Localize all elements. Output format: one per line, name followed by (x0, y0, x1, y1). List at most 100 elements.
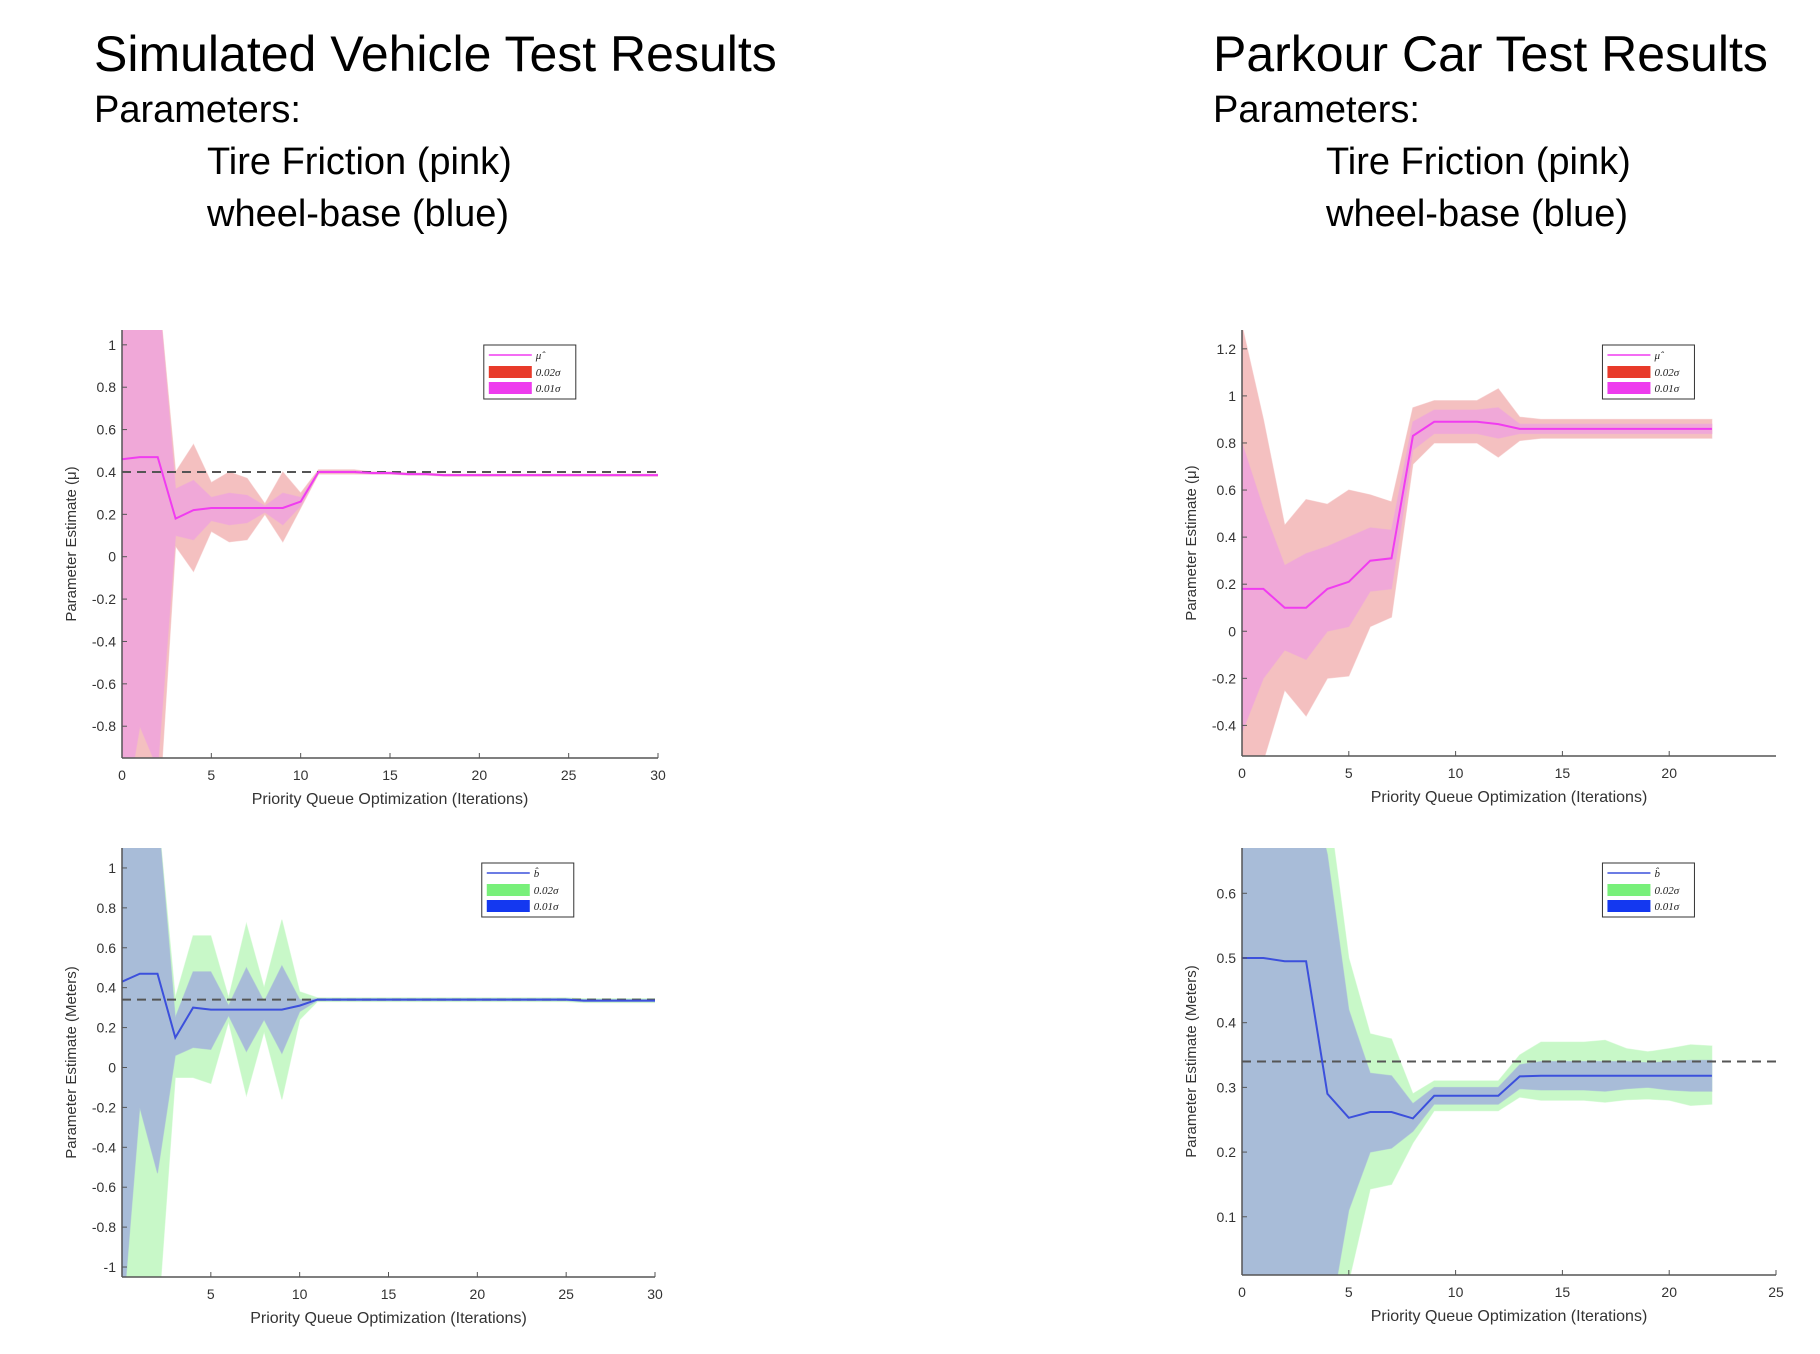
y-tick-label: -0.8 (92, 718, 116, 734)
legend-label: 0.01σ (534, 901, 559, 913)
mean-line (122, 972, 655, 1041)
legend: μ̂ 0.02σ 0.01σ (483, 344, 577, 400)
plot-area (122, 330, 658, 758)
y-tick-label: 0 (108, 549, 116, 565)
inner-band (1242, 848, 1713, 1275)
y-tick-label: -1 (104, 1259, 117, 1275)
right-subtitle: Parameters: (1213, 89, 1420, 131)
chart-sim-wheelbase: -1-0.8-0.6-0.4-0.200.20.40.60.815 10 15 20 2… (63, 848, 663, 1327)
legend-label: b̂ (534, 867, 540, 880)
inner-band (122, 330, 658, 758)
y-axis-label: Parameter Estimate (Meters) (63, 966, 80, 1159)
y-tick-label: -0.4 (1212, 717, 1236, 733)
x-tick-label: 10 (292, 1286, 308, 1302)
x-tick-label: 15 (381, 1286, 397, 1302)
y-tick-label: -0.4 (92, 1139, 116, 1155)
x-tick-label: 25 (558, 1286, 574, 1302)
x-tick-label: 10 (293, 767, 309, 783)
y-tick-label: 0.4 (1217, 1015, 1237, 1031)
mean-line (122, 456, 658, 521)
y-tick-label: 0.5 (1217, 950, 1237, 966)
legend-swatch-outer (488, 366, 532, 378)
y-tick-label: 0.2 (1217, 576, 1237, 592)
x-tick-label: 0 (1238, 765, 1246, 781)
mean-line (1242, 957, 1712, 1120)
x-tick-label: 5 (1345, 1284, 1353, 1300)
x-tick-label: 30 (650, 767, 666, 783)
y-tick-label: 0.1 (1217, 1209, 1237, 1225)
inner-band (1242, 407, 1713, 733)
y-axis-label: Parameter Estimate (μ) (1183, 465, 1200, 620)
left-heading: Simulated Vehicle Test Results Parameter… (94, 0, 777, 240)
legend-swatch-inner (486, 900, 530, 912)
x-tick-label: 20 (472, 767, 488, 783)
y-tick-label: 0.6 (97, 422, 117, 438)
legend-label: μ̂ (1653, 350, 1665, 362)
x-tick-label: 20 (1661, 765, 1677, 781)
legend-swatch-inner (1607, 382, 1651, 394)
legend-swatch-inner (488, 382, 532, 394)
y-tick-label: 1 (108, 860, 116, 876)
x-tick-label: 0 (118, 767, 126, 783)
left-param-wheelbase: wheel-base (blue) (207, 193, 510, 235)
x-tick-label: 25 (561, 767, 577, 783)
y-tick-label: 0.6 (1217, 885, 1237, 901)
legend-label: 0.01σ (1654, 901, 1679, 913)
y-tick-label: 0.8 (97, 900, 117, 916)
right-heading: Parkour Car Test Results Parameters: Tir… (1213, 0, 1768, 240)
legend: μ̂ 0.02σ 0.01σ (1601, 344, 1695, 400)
x-axis-label: Priority Queue Optimization (Iterations) (1371, 1308, 1648, 1325)
outer-band (122, 848, 655, 1277)
y-tick-label: 0.8 (97, 379, 117, 395)
y-tick-label: 0.6 (97, 940, 117, 956)
chart-sim-friction: -0.8-0.6-0.4-0.200.20.40.60.810 5 10 15 20 25… (63, 330, 666, 808)
x-tick-label: 10 (1448, 1284, 1464, 1300)
x-tick-label: 5 (207, 767, 215, 783)
y-tick-label: 0.2 (97, 1020, 117, 1036)
legend-label: 0.02σ (1654, 885, 1679, 897)
y-axis-label: Parameter Estimate (μ) (63, 466, 80, 621)
left-param-friction: Tire Friction (pink) (207, 141, 512, 183)
x-axis-label: Priority Queue Optimization (Iterations) (1371, 789, 1648, 806)
x-axis-label: Priority Queue Optimization (Iterations) (250, 1310, 527, 1327)
chart-park-wheelbase: 0.1 0.2 0.3 0.4 0.5 0.6 0 5 10 15 20 25 Priority Que… (1183, 848, 1784, 1325)
y-tick-label: -0.6 (92, 1179, 116, 1195)
legend-swatch-inner (1607, 900, 1651, 912)
x-tick-label: 15 (382, 767, 398, 783)
x-tick-label: 10 (1448, 765, 1464, 781)
legend-label: 0.02σ (536, 367, 561, 379)
left-subtitle: Parameters: (94, 89, 301, 131)
outer-band (1242, 330, 1713, 756)
right-param-wheelbase: wheel-base (blue) (1326, 193, 1629, 235)
plot-area (1242, 848, 1776, 1275)
y-tick-label: 0.4 (97, 464, 117, 480)
y-tick-label: 1 (108, 337, 116, 353)
legend-label: 0.01σ (1654, 383, 1679, 395)
y-tick-label: 0 (108, 1059, 116, 1075)
y-tick-label: -0.4 (92, 633, 116, 649)
y-tick-label: 0.8 (1217, 435, 1237, 451)
y-tick-label: -0.2 (92, 1099, 116, 1115)
legend-label: μ̂ (535, 350, 547, 362)
y-tick-label: -0.2 (92, 591, 116, 607)
x-tick-label: 30 (647, 1286, 663, 1302)
x-tick-label: 5 (1345, 765, 1353, 781)
y-tick-label: 0 (1228, 623, 1236, 639)
x-tick-label: 0 (1238, 1284, 1246, 1300)
x-tick-label: 15 (1555, 1284, 1571, 1300)
y-tick-label: -0.8 (92, 1219, 116, 1235)
legend: b̂ 0.02σ 0.01σ (1601, 862, 1695, 918)
x-tick-label: 20 (1661, 1284, 1677, 1300)
legend-swatch-outer (1607, 366, 1651, 378)
x-tick-label: 25 (1768, 1284, 1784, 1300)
x-tick-label: 15 (1555, 765, 1571, 781)
y-tick-label: -0.6 (92, 676, 116, 692)
legend-label: 0.02σ (534, 885, 559, 897)
legend: b̂ 0.02σ 0.01σ (481, 862, 575, 918)
y-tick-label: -0.2 (1212, 670, 1236, 686)
y-tick-label: 0.4 (1217, 529, 1237, 545)
y-tick-label: 0.2 (1217, 1144, 1237, 1160)
right-title: Parkour Car Test Results (1213, 26, 1768, 82)
x-axis-label: Priority Queue Optimization (Iterations) (252, 791, 529, 808)
mean-line (1242, 420, 1712, 609)
